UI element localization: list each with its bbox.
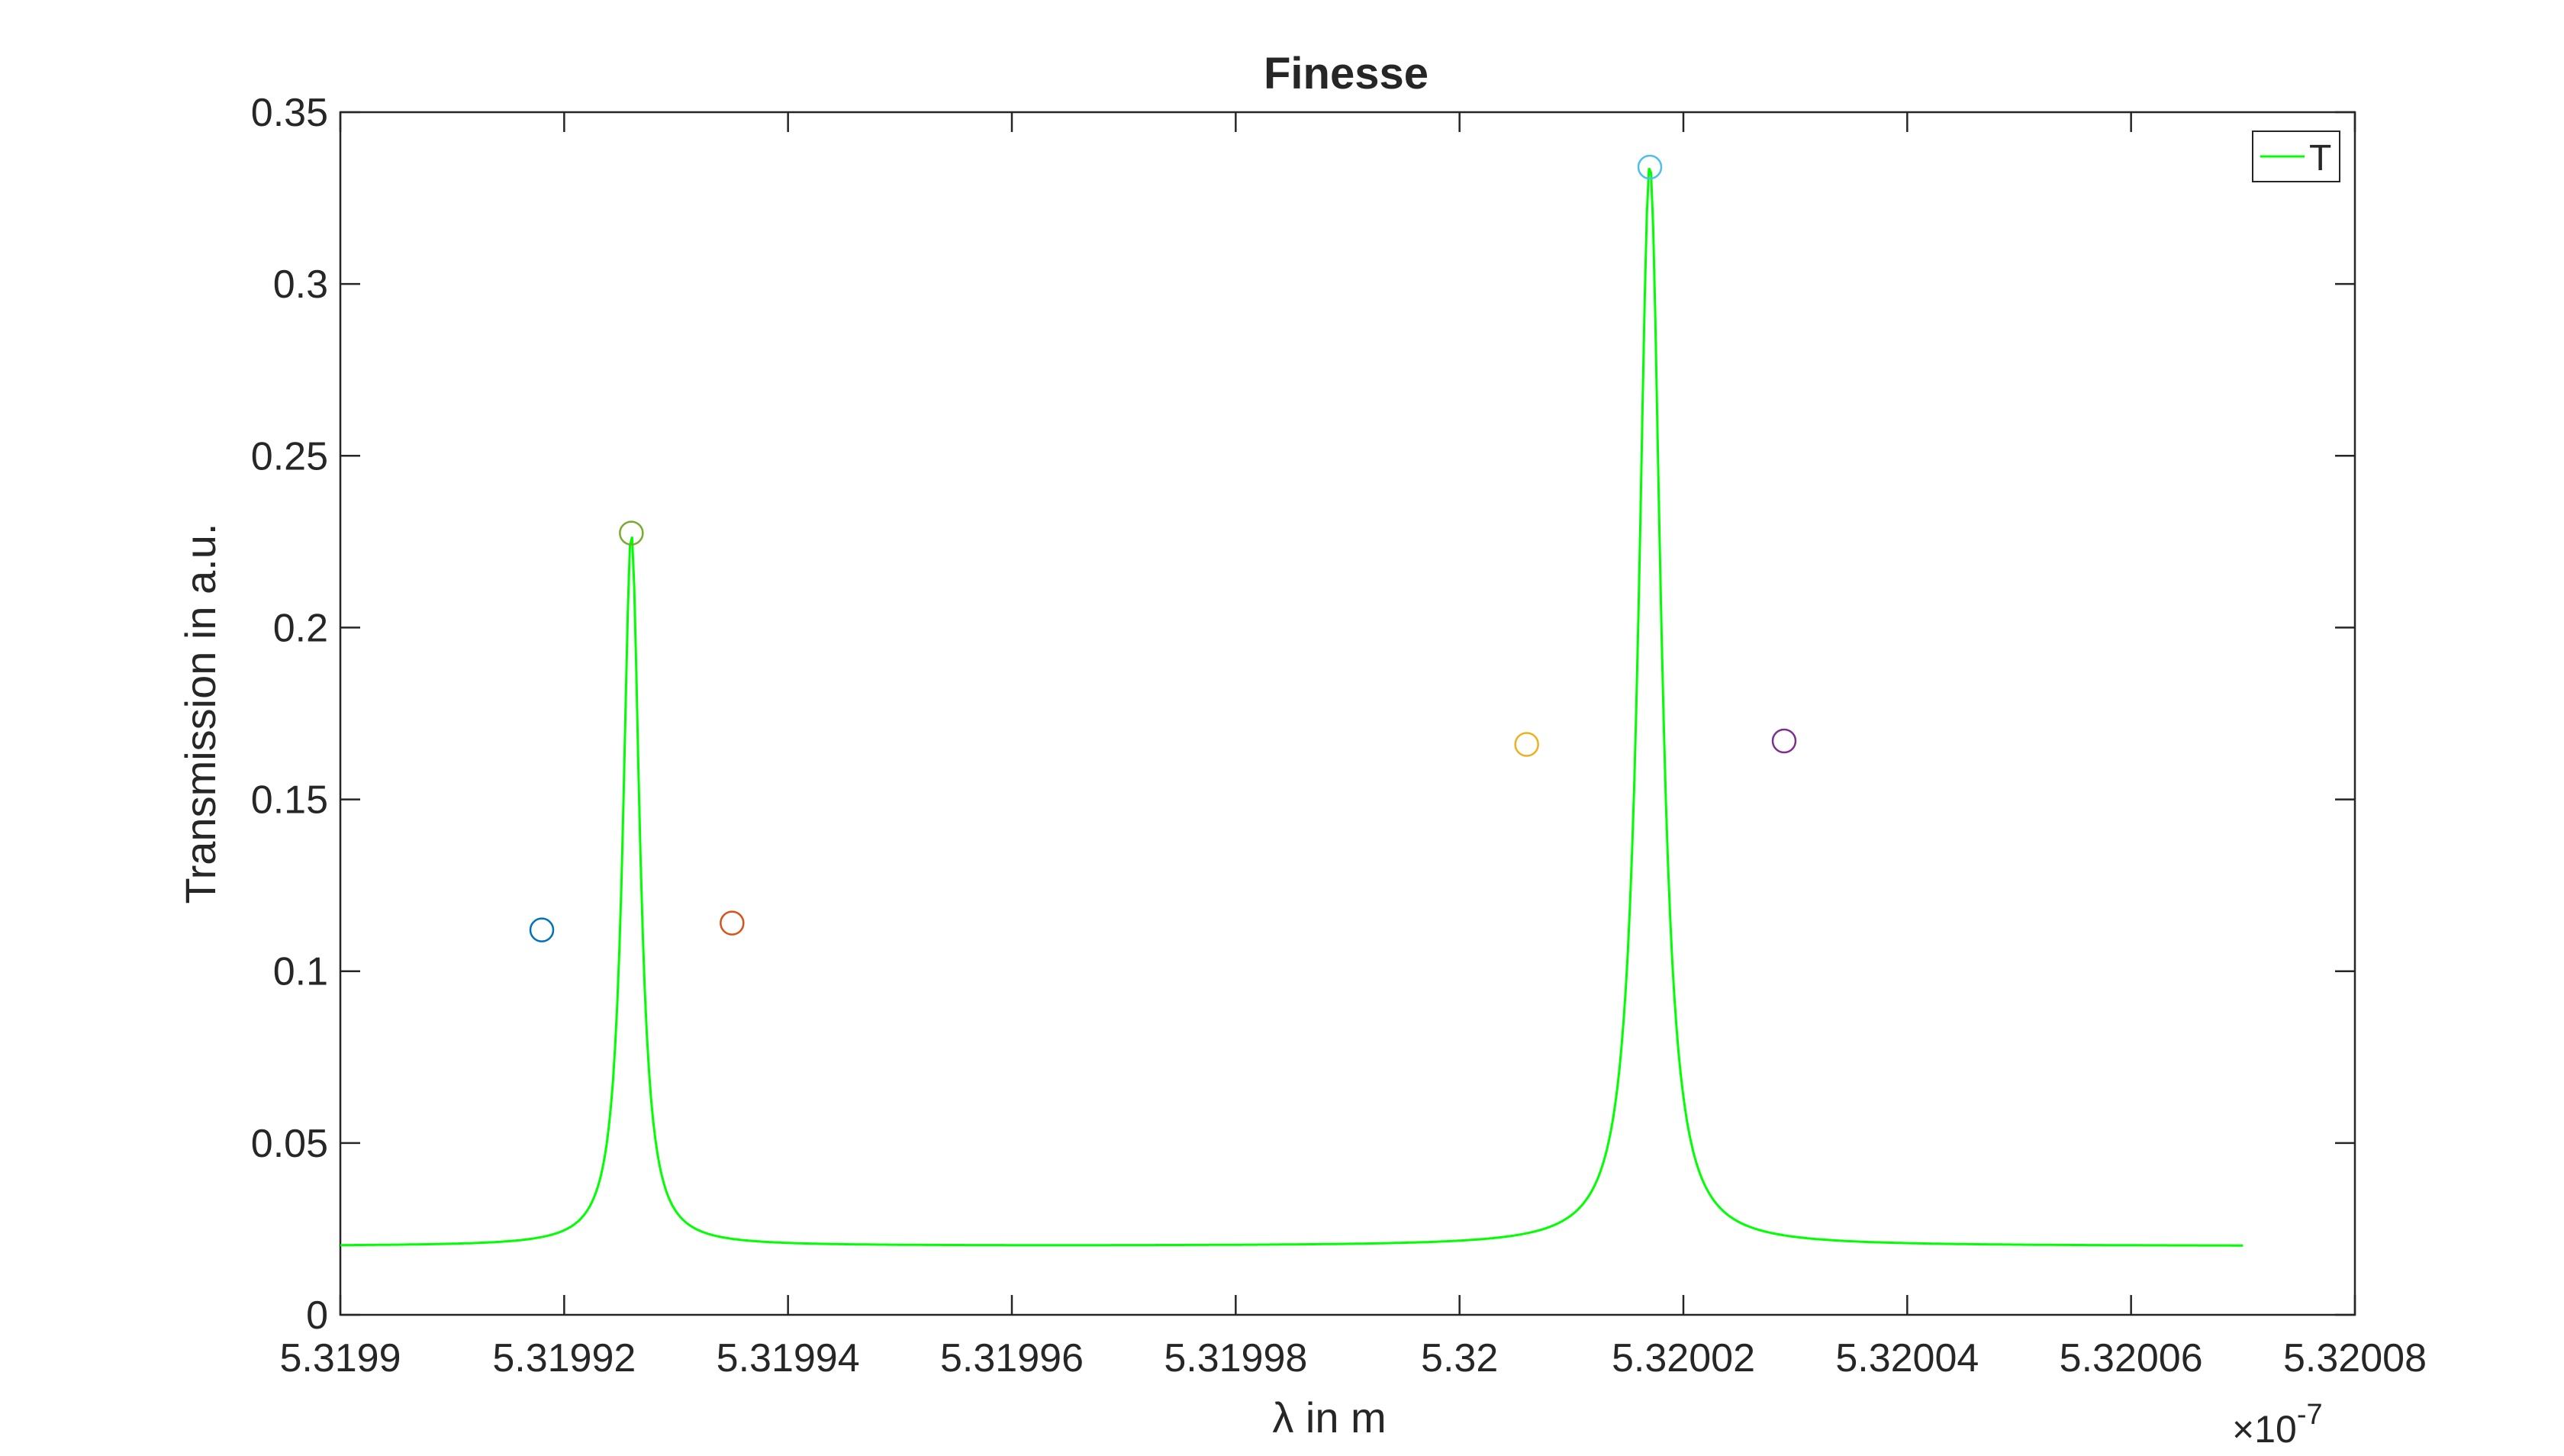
marker-layer (529, 154, 1797, 942)
x-tick-label: 5.31996 (940, 1336, 1084, 1380)
series-layer (340, 167, 2244, 1247)
y-tick-label: 0.3 (273, 263, 328, 307)
y-tick-label: 0.05 (251, 1122, 328, 1166)
y-tick-label: 0 (306, 1293, 328, 1338)
y-tick-label: 0.2 (273, 606, 328, 650)
data-point-marker (529, 917, 555, 942)
x-tick-label: 5.32002 (1612, 1336, 1755, 1380)
data-point-marker (720, 910, 745, 936)
x-axis-multiplier: ×10-7 (2232, 1399, 2323, 1451)
x-axis-ticks: 5.3199 5.31992 5.31994 5.31996 5.31998 5.32 5.… (279, 112, 2427, 1380)
x-tick-label: 5.31994 (717, 1336, 860, 1380)
x-tick-label: 5.3199 (279, 1336, 401, 1380)
x-multiplier-base: ×10 (2232, 1408, 2297, 1451)
data-point-marker (619, 520, 644, 546)
y-axis-label: Transmission in a.u. (176, 523, 224, 904)
data-point-marker (1637, 154, 1663, 180)
plot-area (339, 111, 2356, 1316)
data-point-marker (1514, 732, 1539, 757)
data-point-marker (1771, 728, 1797, 754)
x-tick-label: 5.32008 (2283, 1336, 2427, 1380)
chart-title: Finesse (1264, 49, 1429, 98)
y-tick-label: 0.15 (251, 778, 328, 823)
x-tick-label: 5.32 (1421, 1336, 1498, 1380)
x-multiplier-exponent: -7 (2297, 1399, 2323, 1431)
x-tick-label: 5.32006 (2060, 1336, 2203, 1380)
x-tick-label: 5.31992 (492, 1336, 636, 1380)
series-line-t (340, 167, 2244, 1247)
x-tick-label: 5.32004 (1835, 1336, 1979, 1380)
y-axis-ticks: 0 0.05 0.1 0.15 0.2 0.25 0.3 0.35 (251, 91, 2355, 1338)
y-tick-label: 0.1 (273, 950, 328, 994)
x-tick-label: 5.31998 (1164, 1336, 1307, 1380)
legend-label-t: T (2309, 138, 2331, 179)
legend: T (2252, 130, 2340, 182)
y-tick-label: 0.25 (251, 434, 328, 478)
y-tick-label: 0.35 (251, 91, 328, 135)
x-axis-label: λ in m (1272, 1393, 1386, 1442)
